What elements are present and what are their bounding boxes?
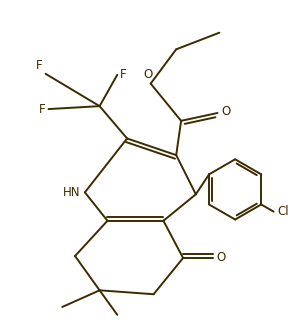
Text: F: F: [36, 59, 43, 72]
Text: F: F: [39, 103, 46, 116]
Text: O: O: [144, 68, 153, 81]
Text: O: O: [216, 251, 225, 264]
Text: Cl: Cl: [277, 205, 289, 218]
Text: HN: HN: [63, 186, 81, 199]
Text: O: O: [221, 105, 230, 118]
Text: F: F: [120, 68, 127, 81]
